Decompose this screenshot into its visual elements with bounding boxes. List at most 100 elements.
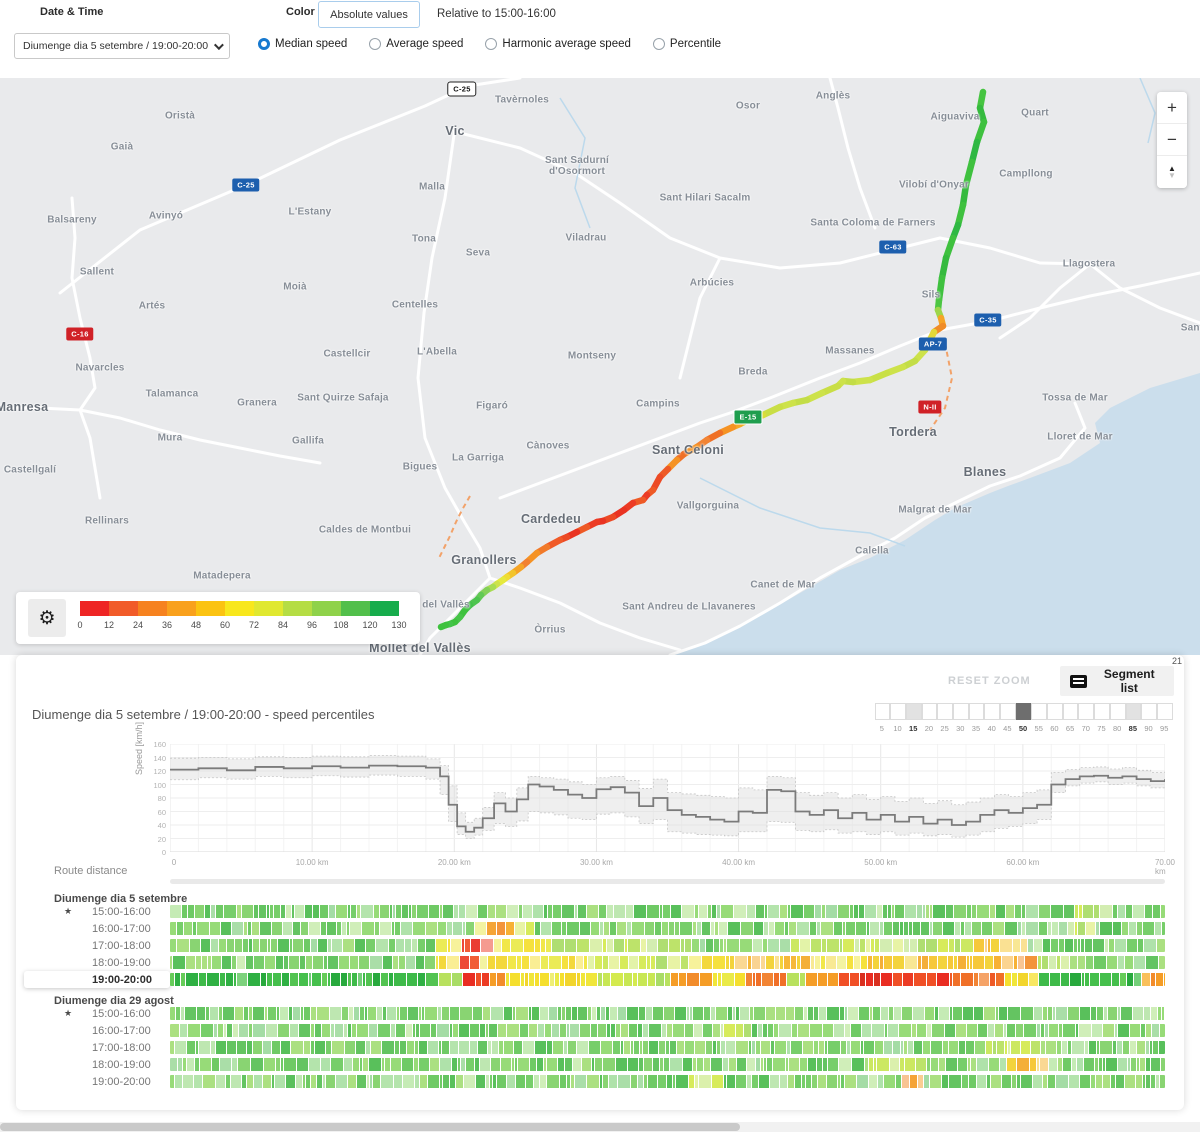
- segment-list-button[interactable]: Segment list: [1060, 666, 1174, 696]
- percentile-55[interactable]: 55: [1031, 703, 1048, 733]
- heatmap-row-1500-1600[interactable]: ★ 15:00-16:00: [16, 1005, 166, 1022]
- heatmap-group-header: Diumenge dia 5 setembre: [54, 893, 188, 905]
- heatmap-row-time: 18:00-19:00: [92, 1058, 151, 1071]
- map-zoom-controls: + − ▲ ▼: [1157, 92, 1187, 188]
- percentile-10[interactable]: 10: [890, 703, 906, 733]
- heatmap-row-1800-1900[interactable]: 18:00-19:00: [16, 1056, 166, 1073]
- percentile-label: 90: [1144, 724, 1153, 733]
- heatmap-strip[interactable]: [170, 1075, 1165, 1088]
- percentile-35[interactable]: 35: [968, 703, 985, 733]
- heatmap-row-1600-1700[interactable]: 16:00-17:00: [16, 920, 166, 937]
- percentile-40[interactable]: 40: [984, 703, 1000, 733]
- percentile-label: 20: [924, 724, 934, 733]
- percentile-70[interactable]: 70: [1078, 703, 1095, 733]
- absolute-values-button[interactable]: Absolute values: [318, 1, 420, 28]
- percentile-label: 30: [956, 724, 965, 733]
- percentile-25[interactable]: 25: [937, 703, 953, 733]
- legend-tick: 108: [333, 620, 349, 630]
- legend-settings-button[interactable]: ⚙: [28, 599, 66, 637]
- map-canvas[interactable]: Oristà Gaià Balsareny Avinyó L'Estany Sallent…: [0, 78, 1200, 655]
- radio-icon: [369, 38, 382, 50]
- x-axis-tick: 70.00 km: [1154, 858, 1176, 876]
- x-axis-tick: 40.00 km: [722, 858, 756, 867]
- legend-tick: 48: [190, 620, 202, 630]
- heatmap-row-1700-1800[interactable]: 17:00-18:00: [16, 937, 166, 954]
- date-time-value: Diumenge dia 5 setembre / 19:00-20:00: [23, 40, 209, 52]
- heatmap-row-1500-1600[interactable]: ★ 15:00-16:00: [16, 903, 166, 920]
- heatmap-strip[interactable]: [170, 956, 1165, 969]
- percentile-80[interactable]: 80: [1109, 703, 1126, 733]
- x-axis-tick: 10.00 km: [295, 858, 329, 867]
- reset-zoom-button[interactable]: RESET ZOOM: [948, 675, 1031, 687]
- radio-label: Harmonic average speed: [502, 38, 631, 50]
- metric-radio-average-speed[interactable]: Average speed: [369, 38, 463, 50]
- percentile-box: [1109, 703, 1126, 720]
- percentile-75[interactable]: 75: [1094, 703, 1110, 733]
- scrollbar-thumb[interactable]: [0, 1123, 740, 1131]
- heatmap-strip[interactable]: [170, 905, 1165, 918]
- heatmap-row-time: 15:00-16:00: [92, 1007, 151, 1020]
- legend-color-segment: [109, 601, 138, 616]
- road-badge-ap-7: AP-7: [918, 337, 948, 351]
- tilt-button[interactable]: ▲ ▼: [1157, 156, 1187, 188]
- percentile-15[interactable]: 15: [905, 703, 922, 733]
- legend-color-segment: [167, 601, 196, 616]
- percentile-95[interactable]: 95: [1156, 703, 1173, 733]
- percentile-65[interactable]: 65: [1062, 703, 1079, 733]
- x-axis-tick: 0: [171, 858, 177, 867]
- percentile-90[interactable]: 90: [1141, 703, 1157, 733]
- legend-color-segment: [254, 601, 283, 616]
- page-horizontal-scrollbar[interactable]: [0, 1122, 1200, 1132]
- percentile-box: [1094, 703, 1110, 720]
- percentile-85[interactable]: 85: [1125, 703, 1142, 733]
- heatmap-strip[interactable]: [170, 973, 1165, 986]
- y-axis-tick: 20: [157, 834, 166, 844]
- star-icon: ★: [64, 1008, 73, 1018]
- percentile-label: 5: [879, 724, 884, 733]
- heatmap-row-1800-1900[interactable]: 18:00-19:00: [16, 954, 166, 971]
- percentile-label: 35: [971, 724, 981, 733]
- metric-radio-percentile[interactable]: Percentile: [652, 38, 722, 50]
- radio-icon: [258, 38, 270, 50]
- date-time-select[interactable]: Diumenge dia 5 setembre / 19:00-20:00: [14, 33, 230, 59]
- heatmap-strip[interactable]: [170, 1041, 1165, 1054]
- zoom-in-button[interactable]: +: [1157, 92, 1187, 124]
- heatmap-row-1700-1800[interactable]: 17:00-18:00: [16, 1039, 166, 1056]
- heatmap-strip[interactable]: [170, 922, 1165, 935]
- heatmap-row-1900-2000[interactable]: 19:00-20:00: [24, 971, 170, 988]
- heatmap-row-1900-2000[interactable]: 19:00-20:00: [16, 1073, 166, 1090]
- percentile-label: 80: [1112, 724, 1122, 733]
- legend-color-segment: [138, 601, 167, 616]
- legend-color-segment: [225, 601, 254, 616]
- heatmap-strip[interactable]: [170, 1058, 1165, 1071]
- chart-range-scrollbar[interactable]: [170, 879, 1165, 884]
- heatmap-strip[interactable]: [170, 939, 1165, 952]
- speed-percentiles-chart[interactable]: [169, 743, 1166, 853]
- percentile-60[interactable]: 60: [1047, 703, 1063, 733]
- heatmap-row-time: 17:00-18:00: [92, 939, 151, 952]
- road-badge-c-35: C-35: [974, 313, 1002, 327]
- radio-label: Percentile: [669, 38, 722, 50]
- percentile-box: [874, 703, 891, 720]
- relative-to-button[interactable]: Relative to 15:00-16:00: [437, 8, 556, 20]
- zoom-out-button[interactable]: −: [1157, 124, 1187, 156]
- percentile-5[interactable]: 5: [874, 703, 891, 733]
- road-badge-c-16: C-16: [66, 327, 94, 341]
- heatmap-row-time: 19:00-20:00: [92, 1075, 151, 1088]
- heatmap-row-1600-1700[interactable]: 16:00-17:00: [16, 1022, 166, 1039]
- heatmap-strip[interactable]: [170, 1024, 1165, 1037]
- percentile-box: [1062, 703, 1079, 720]
- chart-title: Diumenge dia 5 setembre / 19:00-20:00 - …: [32, 707, 375, 722]
- legend-tick: 120: [362, 620, 378, 630]
- percentile-30[interactable]: 30: [952, 703, 969, 733]
- percentile-45[interactable]: 45: [1000, 703, 1016, 733]
- percentile-20[interactable]: 20: [921, 703, 938, 733]
- heatmap-strip[interactable]: [170, 1007, 1165, 1020]
- y-axis-tick: 140: [153, 753, 166, 763]
- percentile-box: [921, 703, 938, 720]
- metric-radio-median-speed[interactable]: Median speed: [258, 38, 347, 50]
- percentile-label: 65: [1065, 724, 1075, 733]
- percentile-50[interactable]: 50: [1015, 703, 1032, 733]
- metric-radio-harmonic-average-speed[interactable]: Harmonic average speed: [485, 38, 631, 50]
